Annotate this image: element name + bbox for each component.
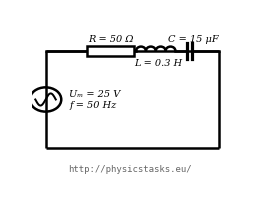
Text: C = 15 μF: C = 15 μF bbox=[168, 35, 219, 44]
Text: Uₘ = 25 V: Uₘ = 25 V bbox=[69, 90, 120, 99]
Text: http://physicstasks.eu/: http://physicstasks.eu/ bbox=[68, 165, 192, 174]
Text: R = 50 Ω: R = 50 Ω bbox=[88, 35, 133, 44]
Text: f = 50 Hz: f = 50 Hz bbox=[69, 101, 116, 110]
Bar bbox=[87, 46, 134, 56]
Text: L = 0.3 H: L = 0.3 H bbox=[134, 59, 182, 68]
